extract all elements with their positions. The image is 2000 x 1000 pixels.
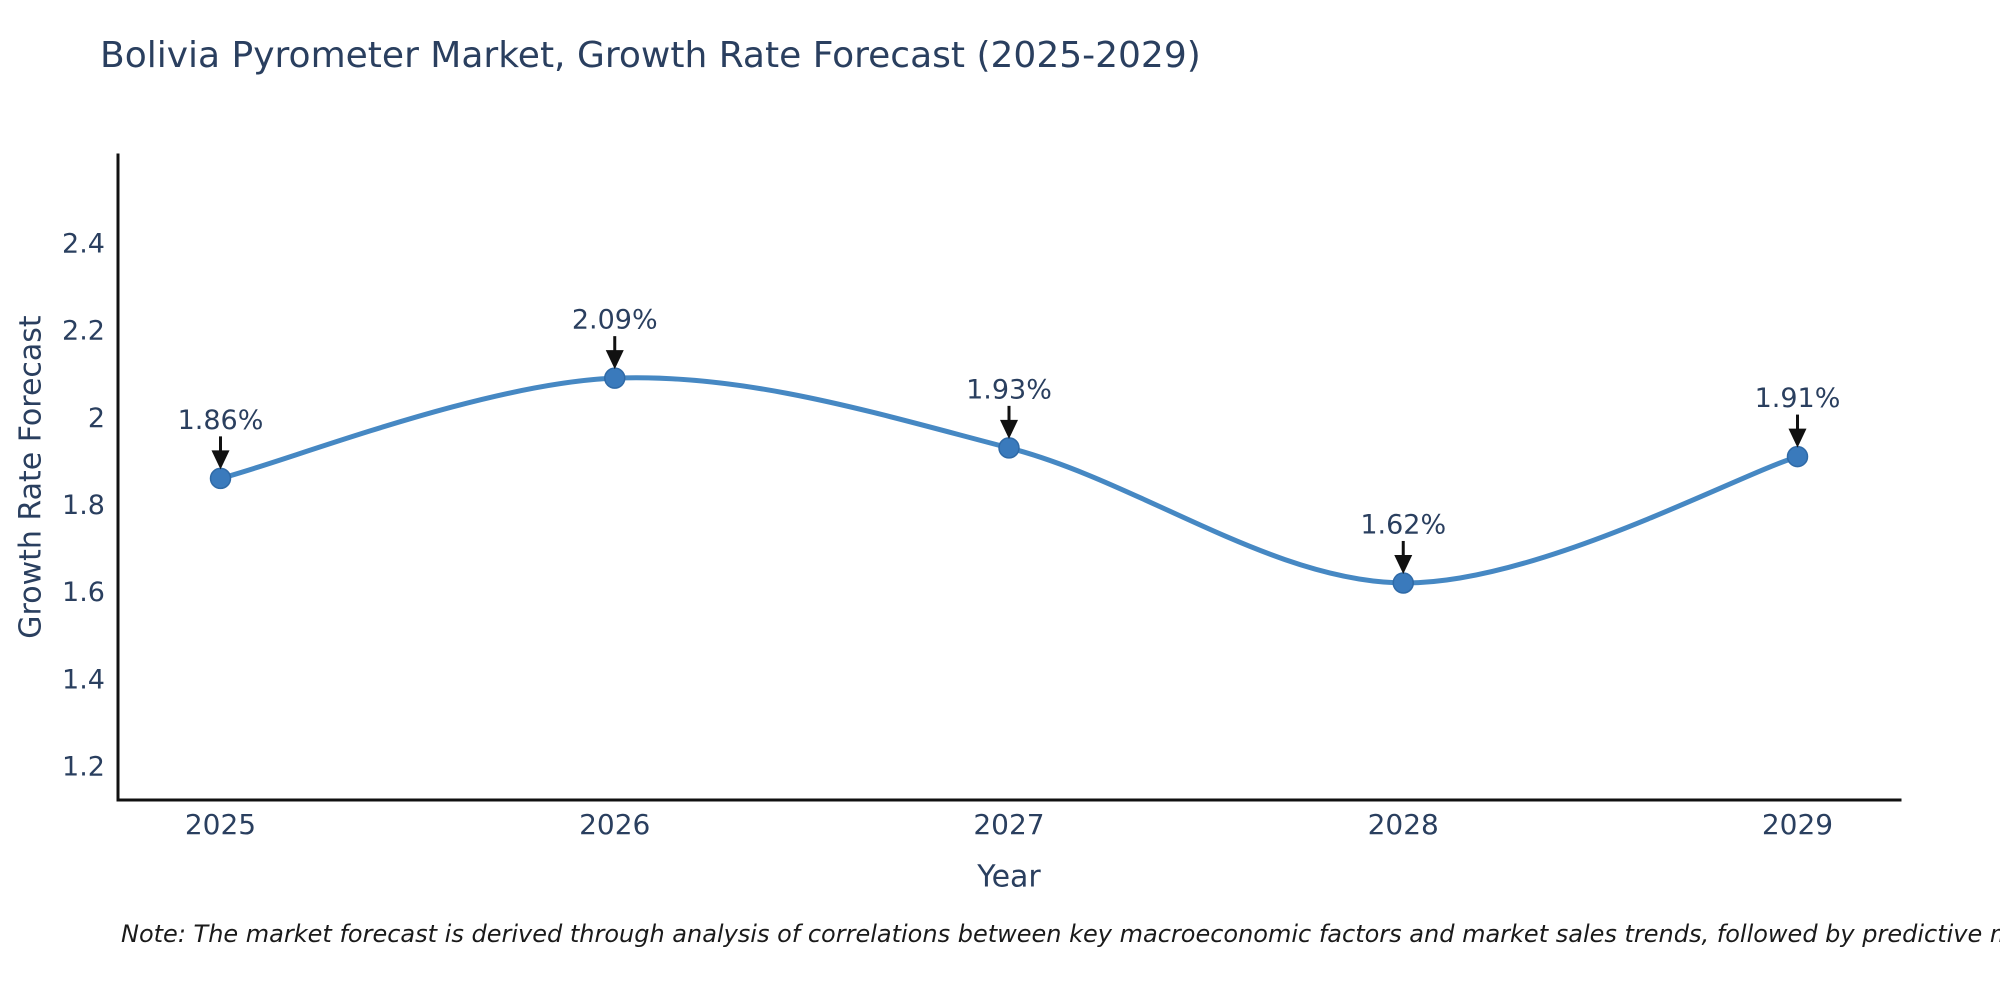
data-point-marker [1786, 445, 1809, 468]
x-axis-title: Year [976, 860, 1041, 895]
annotation-arrowhead [605, 350, 624, 370]
annotation-label: 1.93% [966, 374, 1052, 405]
footnote: Note: The market forecast is derived thr… [121, 920, 2000, 948]
y-tick-label: 1.6 [62, 577, 105, 608]
data-point-marker [604, 367, 626, 389]
data-point-marker [998, 437, 1020, 459]
x-tick-label: 2025 [185, 808, 256, 841]
annotation-arrowhead [211, 450, 230, 470]
x-tick-label: 2029 [1762, 808, 1833, 841]
annotation-arrowhead [1000, 419, 1018, 439]
data-point-marker [209, 467, 232, 490]
x-tick-label: 2028 [1368, 808, 1439, 841]
x-tick-label: 2027 [973, 808, 1044, 841]
x-tick-label: 2026 [579, 808, 650, 841]
y-tick-label: 1.2 [62, 751, 105, 782]
axis-lines [116, 153, 1902, 802]
y-tick-label: 2 [88, 403, 105, 434]
annotation-arrowhead [1394, 554, 1413, 574]
annotation-label: 1.62% [1360, 509, 1446, 540]
y-tick-label: 1.4 [62, 664, 105, 695]
y-tick-label: 2.2 [62, 316, 105, 347]
data-point-marker [1392, 572, 1414, 594]
y-tick-label: 1.8 [62, 490, 105, 521]
annotation-label: 1.91% [1755, 383, 1841, 414]
y-tick-label: 2.4 [62, 228, 105, 259]
chart-title: Bolivia Pyrometer Market, Growth Rate Fo… [100, 35, 1201, 76]
annotation-arrowhead [1788, 428, 1807, 448]
y-axis-title: Growth Rate Forecast [14, 315, 49, 639]
annotation-label: 1.86% [178, 405, 264, 436]
annotation-label: 2.09% [572, 305, 658, 336]
